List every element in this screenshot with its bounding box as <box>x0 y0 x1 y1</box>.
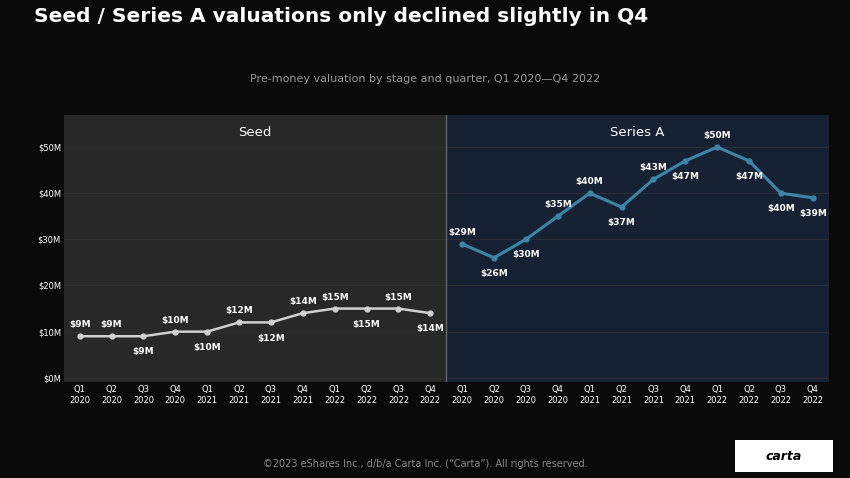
Text: $30M: $30M <box>512 250 540 260</box>
Bar <box>64 115 446 382</box>
Text: $26M: $26M <box>480 269 508 278</box>
Text: Seed / Series A valuations only declined slightly in Q4: Seed / Series A valuations only declined… <box>34 7 649 26</box>
Text: carta: carta <box>766 449 802 463</box>
Text: $12M: $12M <box>225 306 253 315</box>
Text: $40M: $40M <box>767 204 795 213</box>
Text: $15M: $15M <box>320 293 348 302</box>
Text: $15M: $15M <box>353 320 381 329</box>
Text: $12M: $12M <box>257 334 285 343</box>
Text: $35M: $35M <box>544 200 572 209</box>
Bar <box>446 115 829 382</box>
Text: $10M: $10M <box>162 315 189 325</box>
Text: Series A: Series A <box>610 126 665 139</box>
Text: Seed: Seed <box>238 126 272 139</box>
Text: $37M: $37M <box>608 218 636 227</box>
Text: $29M: $29M <box>448 228 476 237</box>
Text: $9M: $9M <box>69 320 90 329</box>
Text: $47M: $47M <box>735 172 763 181</box>
Text: $47M: $47M <box>672 172 700 181</box>
Text: $9M: $9M <box>101 320 122 329</box>
Text: $43M: $43M <box>639 163 667 173</box>
Text: $10M: $10M <box>193 343 221 352</box>
Text: $50M: $50M <box>703 131 731 140</box>
Text: $14M: $14M <box>289 297 317 306</box>
Text: ©2023 eShares Inc., d/b/a Carta Inc. (“Carta”). All rights reserved.: ©2023 eShares Inc., d/b/a Carta Inc. (“C… <box>263 459 587 469</box>
Text: Pre-money valuation by stage and quarter, Q1 2020—Q4 2022: Pre-money valuation by stage and quarter… <box>250 74 600 84</box>
Text: $9M: $9M <box>133 348 154 357</box>
Text: $15M: $15M <box>384 293 412 302</box>
Text: $40M: $40M <box>575 177 604 186</box>
Text: $14M: $14M <box>416 324 445 333</box>
Text: $39M: $39M <box>799 209 827 218</box>
